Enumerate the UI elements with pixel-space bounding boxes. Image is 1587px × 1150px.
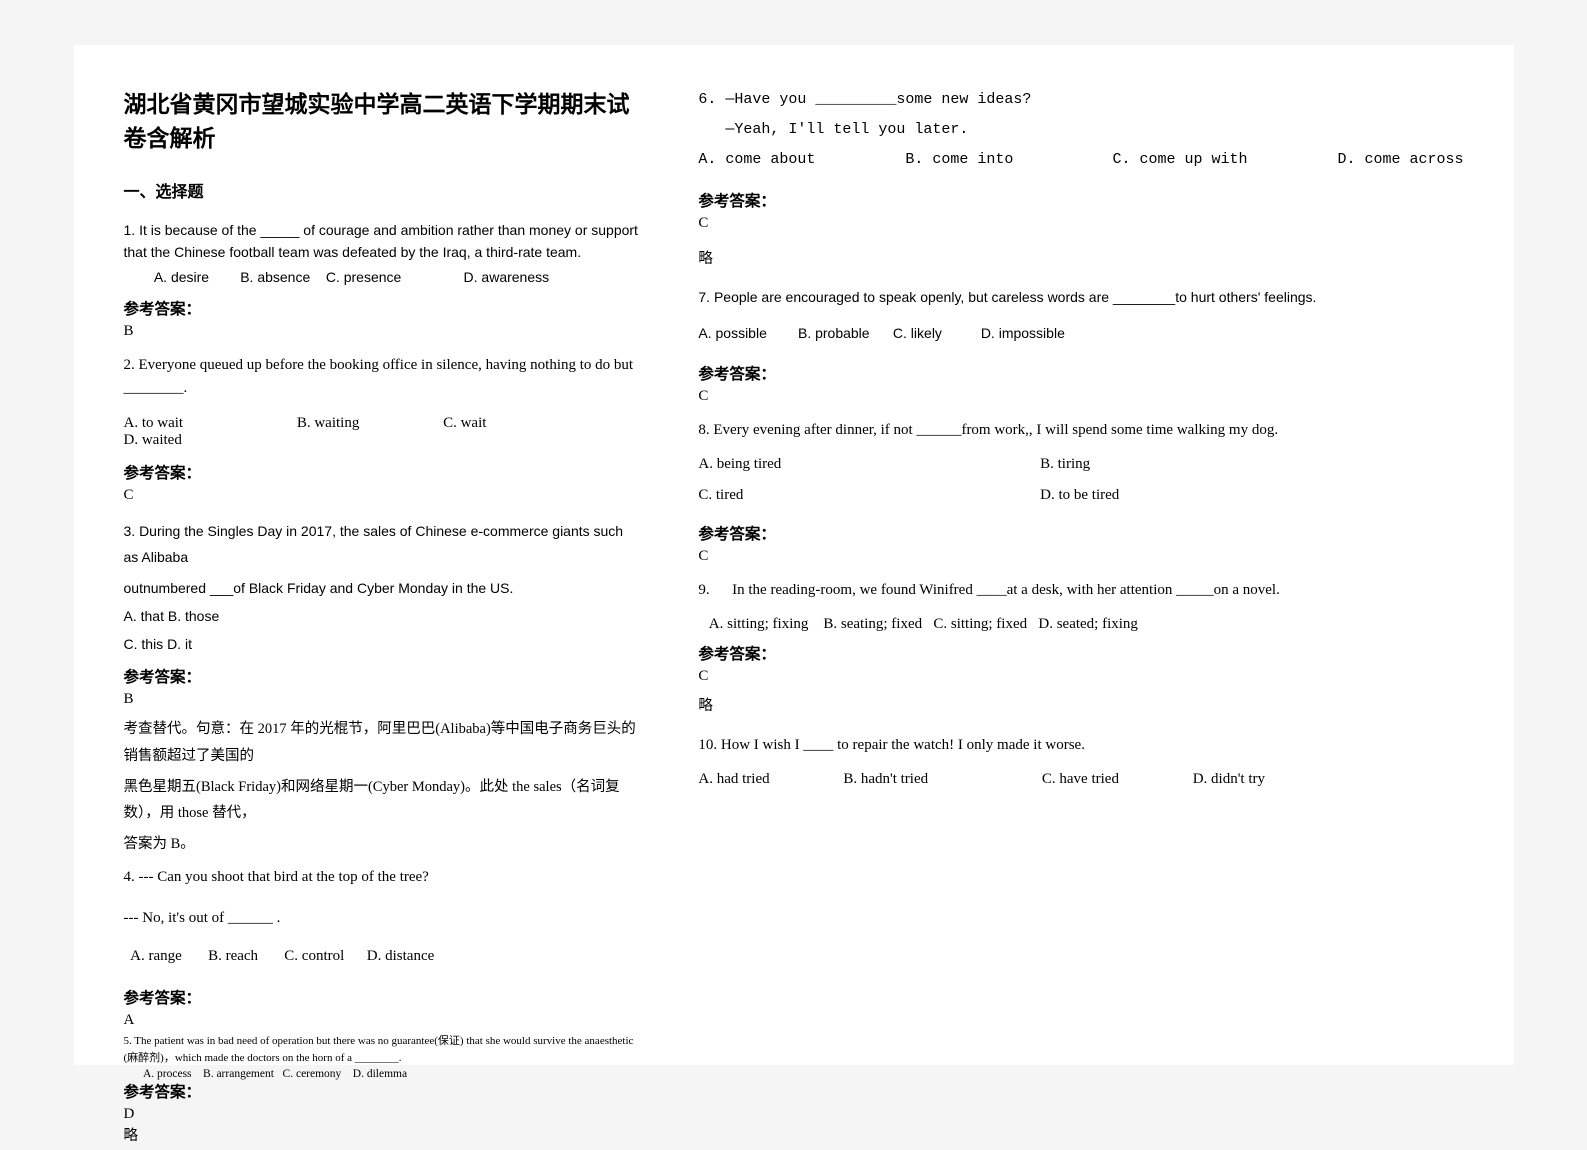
right-column: 6. —Have you _________some new ideas? —Y… bbox=[698, 85, 1463, 1025]
answer-label: 参考答案： bbox=[124, 1080, 639, 1102]
q5-answer: D bbox=[124, 1106, 639, 1123]
q10-opt-c: C. have tried bbox=[1042, 771, 1119, 788]
q3-explain3: 答案为 B。 bbox=[124, 831, 639, 858]
q10-opt-d: D. didn't try bbox=[1193, 771, 1265, 788]
answer-label: 参考答案： bbox=[124, 986, 639, 1008]
q2-answer: C bbox=[124, 487, 639, 504]
q3-explain2: 黑色星期五(Black Friday)和网络星期一(Cyber Monday)。… bbox=[124, 774, 639, 828]
q2-options: A. to wait B. waiting C. wait D. waited bbox=[124, 415, 639, 449]
q3-answer: B bbox=[124, 691, 639, 708]
q2-opt-a: A. to wait bbox=[124, 415, 184, 432]
q10-opt-b: B. hadn't tried bbox=[843, 771, 928, 788]
q3-line1: 3. During the Singles Day in 2017, the s… bbox=[124, 518, 639, 571]
q8-options-row2: C. tired D. to be tired bbox=[698, 487, 1463, 504]
exam-page: 湖北省黄冈市望城实验中学高二英语下学期期末试卷含解析 一、选择题 1. It i… bbox=[74, 45, 1514, 1065]
q3-line4: C. this D. it bbox=[124, 633, 639, 657]
q8-opt-b: B. tiring bbox=[1040, 456, 1090, 473]
q9-answer: C bbox=[698, 668, 1463, 685]
q6-lue: 略 bbox=[698, 246, 1463, 273]
q8-text: 8. Every evening after dinner, if not __… bbox=[698, 419, 1463, 442]
q4-line1: 4. --- Can you shoot that bird at the to… bbox=[124, 866, 639, 889]
q9-lue: 略 bbox=[698, 693, 1463, 720]
q10-opt-a: A. had tried bbox=[698, 771, 769, 788]
q1-text: 1. It is because of the _____ of courage… bbox=[124, 220, 639, 263]
answer-label: 参考答案： bbox=[124, 297, 639, 319]
q3-line3: A. that B. those bbox=[124, 605, 639, 629]
page-title: 湖北省黄冈市望城实验中学高二英语下学期期末试卷含解析 bbox=[124, 85, 639, 153]
answer-label: 参考答案： bbox=[698, 189, 1463, 211]
q7-options: A. possible B. probable C. likely D. imp… bbox=[698, 323, 1463, 345]
q2-opt-d: D. waited bbox=[124, 432, 182, 449]
q8-options-row1: A. being tired B. tiring bbox=[698, 456, 1463, 473]
q8-opt-d: D. to be tired bbox=[1040, 487, 1119, 504]
q6-options: A. come about B. come into C. come up wi… bbox=[698, 145, 1463, 175]
q4-answer: A bbox=[124, 1012, 639, 1029]
q1-options: A. desire B. absence C. presence D. awar… bbox=[124, 267, 639, 289]
q7-answer: C bbox=[698, 388, 1463, 405]
left-column: 湖北省黄冈市望城实验中学高二英语下学期期末试卷含解析 一、选择题 1. It i… bbox=[124, 85, 639, 1025]
q6-answer: C bbox=[698, 215, 1463, 232]
q3-explain1: 考查替代。句意：在 2017 年的光棍节，阿里巴巴(Alibaba)等中国电子商… bbox=[124, 716, 639, 770]
answer-label: 参考答案： bbox=[124, 665, 639, 687]
q5-text: 5. The patient was in bad need of operat… bbox=[124, 1033, 639, 1068]
q1-answer: B bbox=[124, 323, 639, 340]
answer-label: 参考答案： bbox=[698, 362, 1463, 384]
answer-label: 参考答案： bbox=[124, 461, 639, 483]
q9-text: 9. In the reading-room, we found Winifre… bbox=[698, 579, 1463, 602]
q5-lue: 略 bbox=[124, 1123, 639, 1150]
q4-options: A. range B. reach C. control D. distance bbox=[124, 945, 639, 968]
q2-text: 2. Everyone queued up before the booking… bbox=[124, 354, 639, 401]
section-heading: 一、选择题 bbox=[124, 178, 639, 202]
q2-opt-c: C. wait bbox=[443, 415, 486, 432]
q10-text: 10. How I wish I ____ to repair the watc… bbox=[698, 734, 1463, 757]
q6-line1: 6. —Have you _________some new ideas? bbox=[698, 85, 1463, 115]
answer-label: 参考答案： bbox=[698, 642, 1463, 664]
q9-options: A. sitting; fixing B. seating; fixed C. … bbox=[698, 613, 1463, 636]
q4-line2: --- No, it's out of ______ . bbox=[124, 907, 639, 930]
q2-opt-b: B. waiting bbox=[297, 415, 360, 432]
q8-opt-c: C. tired bbox=[698, 487, 988, 504]
q3-line2: outnumbered ___of Black Friday and Cyber… bbox=[124, 575, 639, 602]
q8-opt-a: A. being tired bbox=[698, 456, 988, 473]
q7-text: 7. People are encouraged to speak openly… bbox=[698, 287, 1463, 309]
q5-options: A. process B. arrangement C. ceremony D.… bbox=[124, 1068, 639, 1080]
q8-answer: C bbox=[698, 548, 1463, 565]
q6-line2: —Yeah, I'll tell you later. bbox=[698, 115, 1463, 145]
q10-options: A. had tried B. hadn't tried C. have tri… bbox=[698, 771, 1463, 788]
answer-label: 参考答案： bbox=[698, 522, 1463, 544]
